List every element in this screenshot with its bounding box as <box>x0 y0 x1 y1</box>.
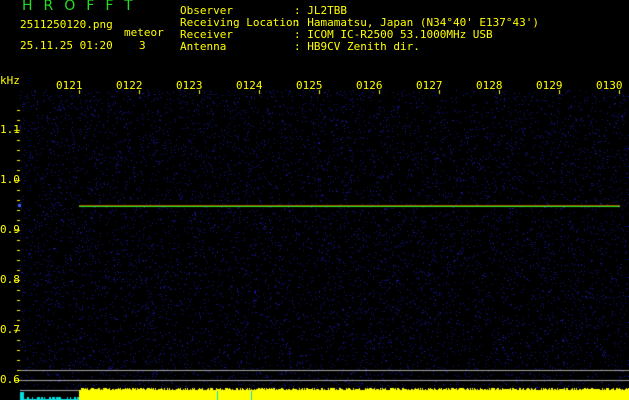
info-value-observer: : JL2TBB <box>294 4 347 17</box>
y-tick-label: 1.0 <box>0 173 20 186</box>
x-tick-label: 0130 <box>596 79 623 92</box>
datetime: 25.11.25 01:20 <box>20 39 113 52</box>
x-tick-label: 0129 <box>536 79 563 92</box>
y-axis-label: kHz <box>0 74 20 87</box>
x-tick-label: 0122 <box>116 79 143 92</box>
x-tick-label: 0124 <box>236 79 263 92</box>
info-label-location: Receiving Location <box>180 16 300 29</box>
info-value-location: : Hamamatsu, Japan (N34°40' E137°43') <box>294 16 540 29</box>
filename: 2511250120.png <box>20 18 113 31</box>
meteor-label: meteor <box>124 26 164 39</box>
x-tick-label: 0125 <box>296 79 323 92</box>
info-label-observer: Observer <box>180 4 233 17</box>
info-value-receiver: : ICOM IC-R2500 53.1000MHz USB <box>294 28 493 41</box>
y-tick-label: 0.9 <box>0 223 20 236</box>
x-tick-label: 0127 <box>416 79 443 92</box>
info-label-antenna: Antenna <box>180 40 227 53</box>
y-tick-label: 0.8 <box>0 273 20 286</box>
x-tick-label: 0128 <box>476 79 503 92</box>
x-tick-label: 0121 <box>56 79 83 92</box>
meteor-count: 3 <box>139 39 146 52</box>
app-title: HROFFT <box>22 0 144 14</box>
y-tick-label: 0.6 <box>0 373 20 386</box>
x-tick-label: 0126 <box>356 79 383 92</box>
y-tick-label: 1.1 <box>0 123 20 136</box>
info-value-antenna: : HB9CV Zenith dir. <box>294 40 420 53</box>
x-tick-label: 0123 <box>176 79 203 92</box>
y-tick-label: 0.7 <box>0 323 20 336</box>
info-label-receiver: Receiver <box>180 28 233 41</box>
